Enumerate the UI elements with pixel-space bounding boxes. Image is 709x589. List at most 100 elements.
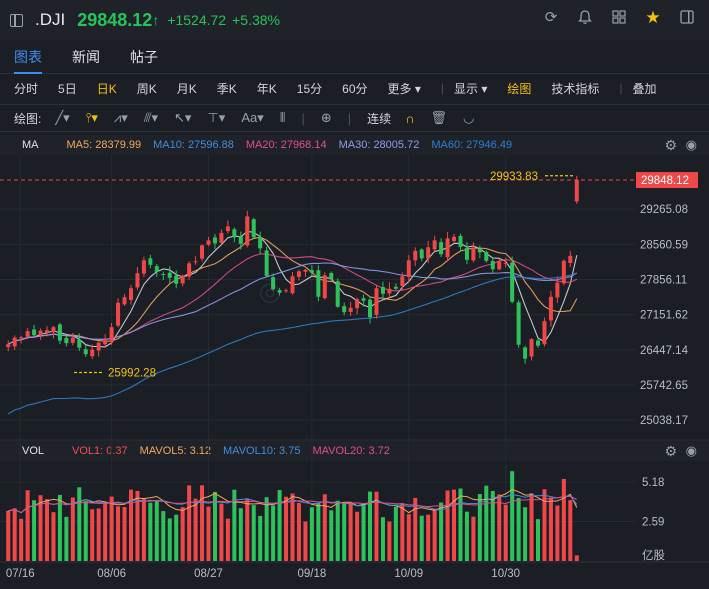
volume-bar — [419, 515, 424, 561]
watermark-logo: ◎ — [259, 276, 282, 306]
volume-bar — [561, 478, 566, 561]
candle-body — [180, 275, 185, 284]
up-arrow-icon: ↑ — [152, 12, 160, 28]
fib-tool-icon[interactable]: ⫻▾ — [143, 110, 159, 125]
candle-body — [555, 282, 560, 298]
divider: | — [301, 110, 305, 126]
price-tick-label: 27856.11 — [640, 274, 687, 286]
zoom-icon[interactable]: ⊕ — [320, 110, 332, 125]
period-60min[interactable]: 60分 — [342, 81, 368, 96]
candle-body — [12, 337, 17, 347]
bell-icon[interactable] — [577, 10, 593, 26]
candle-body — [167, 272, 172, 278]
arrow-tool-icon[interactable]: ↖▾ — [174, 110, 192, 125]
volume-pane-bg — [0, 462, 709, 562]
volume-bar — [258, 515, 263, 561]
volume-bar — [154, 500, 159, 561]
candle-body — [90, 349, 95, 357]
line-tool-icon[interactable]: ╱▾ — [55, 110, 70, 125]
bars-tool-icon[interactable]: ⦀ — [279, 110, 286, 125]
vol-settings-gear-icon[interactable]: ⚙ — [664, 443, 677, 459]
continuous-toggle[interactable]: 连续 — [367, 111, 392, 126]
price-tick-label: 25742.65 — [640, 380, 688, 392]
display-dropdown[interactable]: 显示 ▾ — [453, 81, 488, 96]
tab-news[interactable]: 新闻 — [72, 48, 100, 65]
volume-bar — [413, 497, 418, 561]
tech-indicator-button[interactable]: 技术指标 — [551, 81, 600, 96]
ma20-value: MA20: 27968.14 — [245, 139, 327, 151]
candle-body — [200, 245, 205, 259]
candle-body — [355, 299, 360, 309]
ma30-value: MA30: 28005.72 — [338, 139, 420, 151]
volume-bar — [464, 511, 469, 561]
candle-body — [70, 337, 75, 343]
period-5day[interactable]: 5日 — [58, 81, 77, 96]
period-intraday[interactable]: 分时 — [14, 81, 39, 96]
draw-button[interactable]: 绘图 — [507, 81, 532, 96]
candle-body — [542, 321, 547, 345]
text-tool-icon[interactable]: Aa▾ — [241, 110, 264, 125]
divider: | — [347, 110, 352, 126]
candle-body — [516, 302, 521, 345]
sidebar-icon[interactable] — [679, 10, 695, 26]
refresh-icon[interactable]: ⟳ — [544, 9, 558, 26]
volume-bar — [348, 502, 353, 561]
symbol-name: .DJI — [35, 10, 66, 29]
volume-tick-label: 5.18 — [642, 477, 664, 489]
volume-bar — [452, 489, 457, 561]
period-yearly-k[interactable]: 年K — [256, 81, 277, 96]
price-tick-label: 26447.14 — [640, 345, 689, 357]
magnet-icon[interactable]: ∩ — [405, 110, 415, 126]
volume-bar — [387, 521, 392, 561]
candle-body — [122, 297, 127, 305]
period-weekly-k[interactable]: 周K — [136, 81, 157, 96]
vol-hide-eye-icon[interactable]: ◉ — [685, 443, 697, 458]
sidebar-toggle-icon[interactable] — [10, 13, 23, 27]
ma5-line — [7, 230, 578, 348]
period-more-dropdown[interactable]: 更多 ▾ — [387, 81, 421, 96]
tab-posts[interactable]: 帖子 — [130, 48, 158, 65]
volume-bar — [116, 506, 121, 561]
price-tick-label: 29265.08 — [640, 204, 688, 216]
candle-body — [103, 340, 108, 345]
volume-unit-label: 亿股 — [642, 549, 665, 562]
volume-bar — [361, 503, 366, 561]
pattern-tool-icon[interactable]: ⩘▾ — [113, 110, 128, 125]
volume-bar — [51, 512, 56, 561]
volume-bar — [206, 506, 211, 561]
volume-bar — [471, 516, 476, 561]
candle-body — [44, 330, 49, 333]
low-marker-label: 25992.28 — [108, 368, 156, 380]
volume-bar — [32, 500, 37, 561]
tab-chart[interactable]: 图表 — [14, 40, 42, 74]
ma-label[interactable]: MA — [22, 139, 39, 151]
volume-bar — [6, 510, 11, 561]
candle-body — [568, 255, 573, 264]
grid-icon[interactable] — [611, 10, 627, 26]
period-daily-k[interactable]: 日K — [96, 81, 117, 96]
vol-indicator-row: VOL VOL1: 0.37 MAVOL5: 3.12 MAVOL10: 3.7… — [0, 441, 709, 461]
trash-icon[interactable]: 🗑 — [430, 110, 448, 125]
mavol20-line — [8, 495, 578, 514]
candle-body — [212, 237, 217, 244]
candle-body — [187, 263, 192, 277]
candle-body — [471, 247, 476, 261]
hide-drawings-icon[interactable]: ◡ — [463, 110, 475, 125]
vol-label[interactable]: VOL — [22, 445, 45, 457]
star-icon[interactable]: ★ — [645, 8, 661, 27]
period-15min[interactable]: 15分 — [296, 81, 323, 96]
ma-settings-gear-icon[interactable]: ⚙ — [664, 137, 677, 153]
measure-tool-icon[interactable]: ⊤▾ — [207, 110, 226, 125]
period-monthly-k[interactable]: 月K — [176, 81, 197, 96]
candle-body — [232, 229, 237, 238]
ma-hide-eye-icon[interactable]: ◉ — [685, 137, 697, 152]
volume-bar — [38, 495, 43, 561]
period-quarterly-k[interactable]: 季K — [216, 81, 237, 96]
volume-bar — [555, 505, 560, 561]
volume-bar — [329, 510, 334, 561]
candle-body — [490, 260, 495, 270]
overlay-button[interactable]: 叠加 — [632, 81, 657, 96]
pitchfork-tool-icon[interactable]: ⫯▾ — [85, 110, 98, 125]
candle-body — [161, 274, 166, 276]
candle-body — [258, 237, 263, 249]
